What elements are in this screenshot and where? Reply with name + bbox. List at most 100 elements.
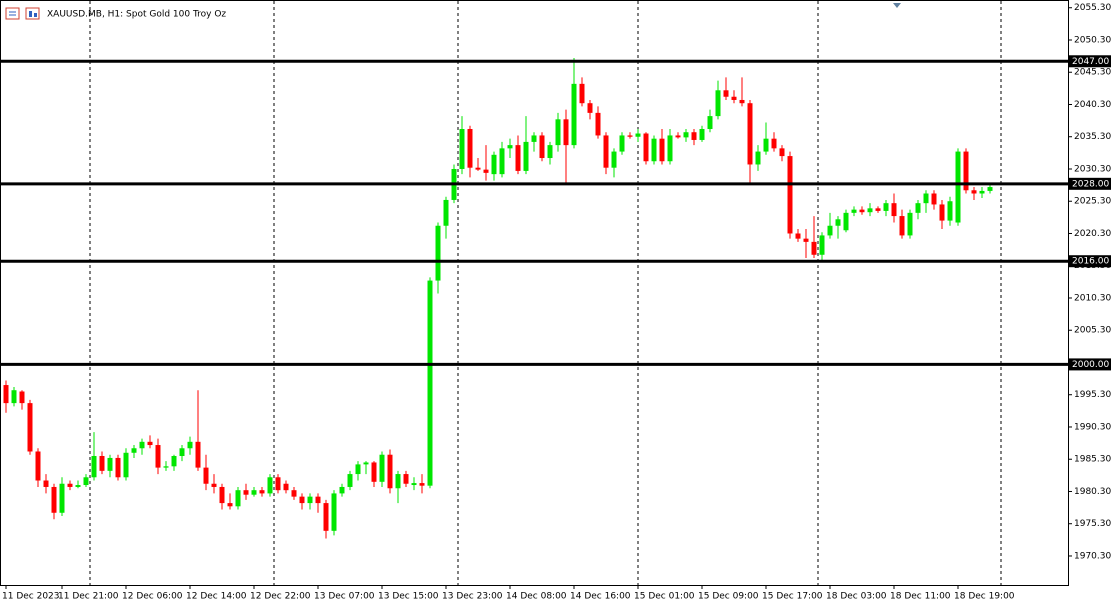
candle-body	[43, 480, 49, 487]
candle-body	[91, 456, 97, 478]
candle-body	[315, 496, 321, 504]
candle-body	[683, 132, 689, 138]
candle-body	[899, 216, 905, 236]
candle-body	[107, 457, 113, 471]
candle-body	[115, 457, 121, 478]
candle-body	[443, 199, 449, 226]
candle-body	[155, 445, 161, 468]
candle-body	[891, 203, 897, 217]
candle-body	[731, 96, 737, 100]
candle-body	[747, 103, 753, 165]
candle-body	[659, 138, 665, 162]
candle-body	[243, 490, 249, 495]
candle-body	[171, 456, 177, 467]
candle-body	[523, 141, 529, 171]
candle-body	[699, 128, 705, 140]
candle-body	[587, 103, 593, 113]
candle-body	[875, 208, 881, 211]
candle-body	[299, 496, 305, 504]
candle-body	[59, 483, 65, 513]
candle-body	[411, 483, 417, 486]
candle-body	[603, 135, 609, 168]
candle-body	[627, 135, 633, 137]
x-tick-label: 14 Dec 16:00	[570, 592, 631, 602]
x-tick-label: 15 Dec 17:00	[762, 592, 823, 602]
candle-body	[475, 167, 481, 170]
candle-body	[331, 493, 337, 531]
candle-body	[283, 483, 289, 491]
candle-body	[3, 385, 9, 404]
candle-body	[923, 193, 929, 204]
candle-body	[27, 403, 33, 452]
candle-body	[483, 169, 489, 173]
candle-body	[707, 116, 713, 129]
x-tick-label: 18 Dec 19:00	[954, 592, 1015, 602]
candle-body	[515, 145, 521, 171]
candle-body	[227, 503, 233, 507]
candle-body	[907, 212, 913, 236]
x-tick-label: 13 Dec 07:00	[314, 592, 375, 602]
candle-body	[867, 208, 873, 213]
price-level-badge	[1069, 55, 1111, 68]
candle-body	[355, 464, 361, 475]
candle-body	[131, 448, 137, 453]
candle-body	[691, 132, 697, 140]
candle-body	[491, 154, 497, 175]
y-tick-label: 1990.30	[1074, 422, 1111, 432]
y-tick-label: 1970.30	[1074, 551, 1111, 561]
candle-body	[579, 83, 585, 104]
candle-body	[795, 233, 801, 239]
candle-body	[363, 462, 369, 465]
candle-body	[291, 490, 297, 497]
candle-body	[595, 112, 601, 136]
y-tick-label: 2050.30	[1074, 35, 1111, 45]
candle-body	[723, 90, 729, 97]
icon	[25, 7, 40, 20]
candle-body	[371, 462, 377, 482]
candle-body	[883, 203, 889, 211]
candle-body	[963, 151, 969, 191]
candle-body	[955, 151, 961, 223]
candle-body	[763, 138, 769, 152]
candle-body	[403, 474, 409, 484]
x-tick-label: 13 Dec 23:00	[442, 592, 503, 602]
candle-body	[915, 203, 921, 213]
candle-body	[803, 238, 809, 242]
candle-body	[739, 99, 745, 104]
candle-body	[851, 209, 857, 213]
shift-marker	[893, 3, 901, 8]
candle-body	[499, 148, 505, 175]
price-level-label: 2047.00	[1072, 57, 1109, 67]
candle-body	[571, 83, 577, 146]
candle-body	[779, 148, 785, 157]
candle-body	[979, 190, 985, 194]
candle-body	[179, 448, 185, 457]
candle-body	[435, 225, 441, 281]
y-tick-label: 2045.30	[1074, 68, 1111, 78]
x-tick-label: 14 Dec 08:00	[506, 592, 567, 602]
candle-body	[339, 486, 345, 494]
candle-body	[203, 467, 209, 484]
candle-body	[99, 456, 105, 471]
candle-body	[643, 133, 649, 162]
plot-frame	[0, 0, 1069, 586]
candle-body	[971, 190, 977, 194]
price-level-label: 2028.00	[1072, 179, 1109, 189]
candle-body	[811, 241, 817, 255]
candle-body	[235, 490, 241, 507]
chart-title: XAUUSD.MB, H1: Spot Gold 100 Troy Oz	[47, 10, 226, 20]
y-tick-label: 1995.30	[1074, 390, 1111, 400]
y-tick-label: 2025.30	[1074, 197, 1111, 207]
x-tick-label: 11 Dec 21:00	[58, 592, 119, 602]
x-tick-label: 12 Dec 14:00	[186, 592, 247, 602]
candle-body	[75, 485, 81, 487]
x-tick-label: 18 Dec 03:00	[826, 592, 887, 602]
candle-body	[787, 156, 793, 234]
candle-body	[51, 486, 57, 513]
x-tick-label: 15 Dec 01:00	[634, 592, 695, 602]
x-tick-label: 11 Dec 2023	[2, 592, 60, 602]
y-tick-label: 2035.30	[1074, 132, 1111, 142]
y-tick-label: 2010.30	[1074, 293, 1111, 303]
candle-body	[539, 135, 545, 159]
